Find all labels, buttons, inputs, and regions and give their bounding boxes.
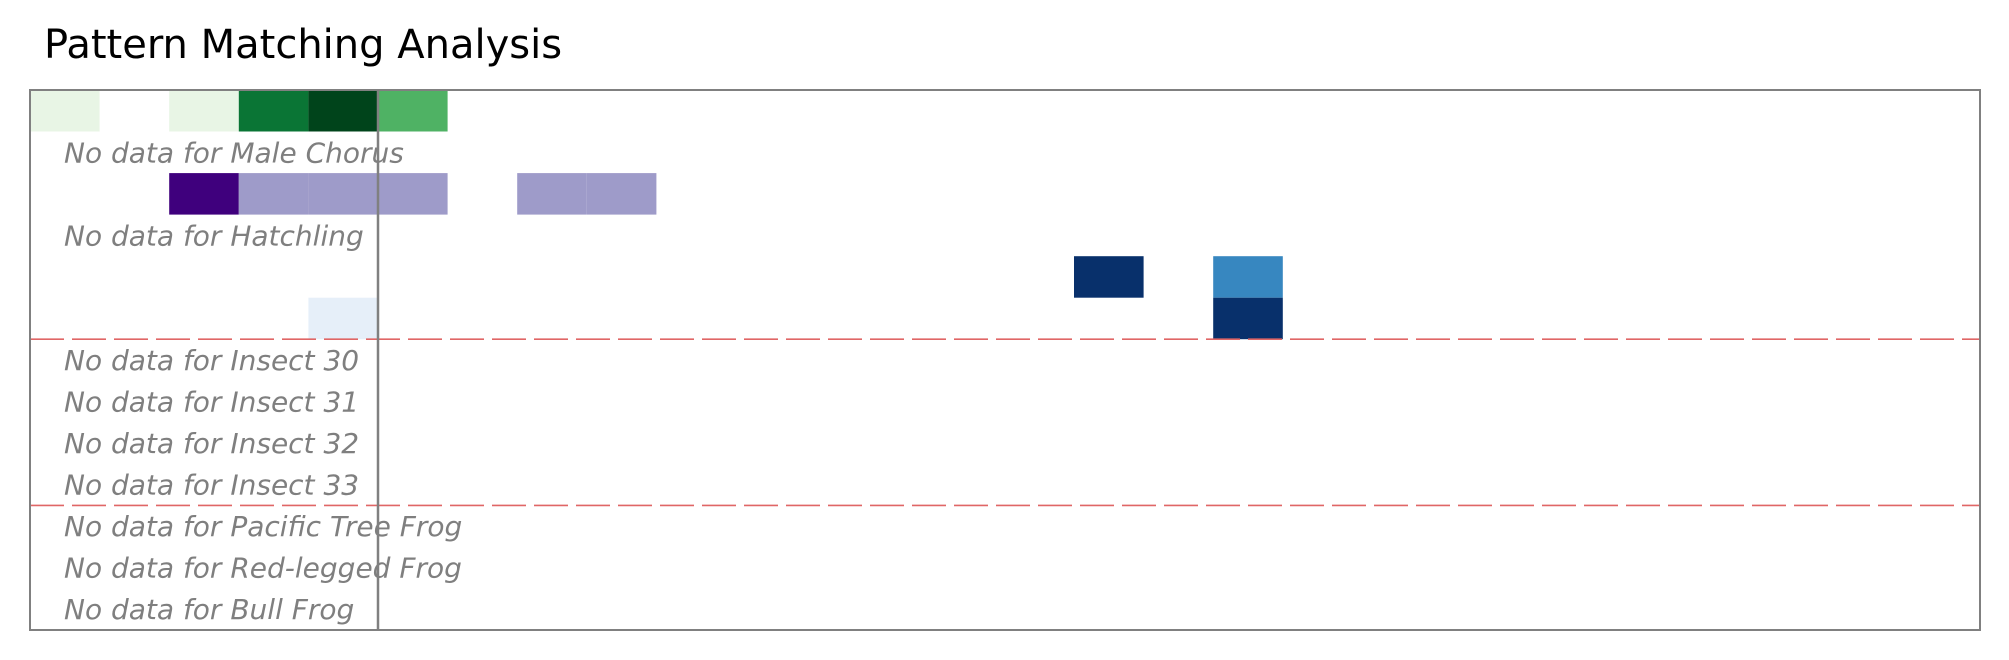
no-data-label: No data for Insect 30: [64, 344, 359, 377]
no-data-label: No data for Hatchling: [64, 219, 364, 252]
heatmap-cell: [586, 173, 657, 215]
no-data-label: No data for Pacific Tree Frog: [64, 510, 462, 543]
heatmap-cell: [308, 173, 378, 215]
heatmap-cell: [517, 173, 587, 215]
no-data-label: No data for Red-legged Frog: [64, 552, 462, 585]
heatmap-cell: [308, 297, 378, 340]
heatmap-cell: [238, 173, 309, 215]
heatmap-cell: [238, 90, 309, 132]
heatmap-cell: [169, 90, 239, 132]
plot-frame: [29, 89, 1981, 631]
no-data-label: No data for Male Chorus: [64, 136, 404, 169]
no-data-label: No data for Insect 31: [64, 386, 359, 419]
no-data-label: No data for Bull Frog: [64, 593, 354, 626]
no-data-label: No data for Insect 32: [64, 427, 359, 460]
heatmap-cell: [169, 173, 239, 215]
heatmap-cell: [378, 173, 448, 215]
heatmap-cell: [1213, 297, 1283, 340]
chart-title: Pattern Matching Analysis: [44, 22, 563, 68]
heatmap-cell: [1074, 256, 1144, 298]
heatmap-cell: [30, 90, 100, 132]
heatmap-cell: [308, 90, 378, 132]
no-data-label: No data for Insect 33: [64, 469, 359, 502]
heatmap-cell: [378, 90, 448, 132]
heatmap-cell: [1213, 256, 1283, 298]
